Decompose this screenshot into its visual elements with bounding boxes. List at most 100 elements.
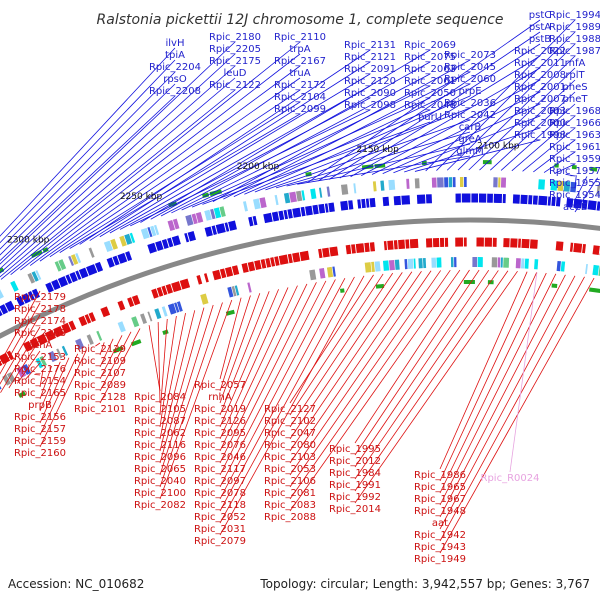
reverse-gene-label: Rpic_2174 <box>14 316 66 327</box>
kbp-tick-label: 2300 kbp <box>7 235 50 245</box>
forward-gene-label: Rpic_2091 <box>344 64 396 75</box>
forward-gene-label: Rpic_1959 <box>549 154 600 165</box>
reverse-gene-label: Rpic_2053 <box>264 464 316 475</box>
reverse-gene-block-44 <box>196 274 203 285</box>
cog-block-inner-28 <box>61 345 69 356</box>
reverse-gene-block-40 <box>165 283 173 294</box>
reverse-leader-line <box>157 322 161 404</box>
forward-gene-label: Rpic_1966 <box>549 118 600 129</box>
forward-gene-label: Rpic_1998 <box>514 130 566 141</box>
forward-leader-line <box>500 103 576 171</box>
reverse-gene-block-71 <box>355 243 365 254</box>
forward-gene-block-49 <box>204 226 213 237</box>
forward-gene-label: pheT <box>563 94 589 105</box>
reverse-leader-line <box>99 342 105 356</box>
reverse-leader-line <box>219 276 355 524</box>
reverse-gene-label: acnA <box>28 340 53 351</box>
cog-block-inner-57 <box>176 301 183 312</box>
cog-block-outer-70 <box>219 206 226 217</box>
cog-block-outer-28 <box>31 271 39 282</box>
reverse-gene-label: Rpic_1965 <box>414 482 466 493</box>
reverse-gene-block-60 <box>278 254 289 265</box>
reverse-leader-line <box>39 365 52 400</box>
forward-leader-line <box>181 97 431 211</box>
cog-block-outer-48 <box>119 235 127 247</box>
reverse-gene-block-69 <box>345 244 352 255</box>
forward-gene-label: Rpic_2104 <box>274 92 326 103</box>
reverse-gene-block-48 <box>212 269 222 281</box>
forward-gene-block-50 <box>211 225 217 235</box>
reverse-gene-label: Rpic_2078 <box>194 488 246 499</box>
cog-block-inner-24 <box>48 350 58 363</box>
reverse-leader-line <box>25 362 41 380</box>
forward-leader-line <box>89 61 371 241</box>
forward-leader-line <box>275 131 471 189</box>
forward-leader-line <box>522 127 576 172</box>
reverse-gene-label: Rpic_2168 <box>14 328 66 339</box>
forward-leader-line <box>511 115 576 172</box>
reverse-gene-label: Rpic_2176 <box>14 364 66 375</box>
forward-gene-label: Rpic_2180 <box>209 32 261 43</box>
forward-leader-line <box>350 67 541 178</box>
cog-block-outer-56 <box>153 224 160 236</box>
reverse-gene-label: Rpic_2084 <box>134 392 186 403</box>
forward-gene-label: Rpic_1961 <box>549 142 600 153</box>
reverse-gene-block-63 <box>299 250 310 262</box>
reverse-gene-block-19 <box>44 329 57 342</box>
forward-leader-line <box>554 163 576 174</box>
forward-gene-label: Rpic_2208 <box>149 86 201 97</box>
forward-gene-block-39 <box>147 242 157 254</box>
forward-gene-label: truA <box>289 68 310 79</box>
forward-leader-line <box>140 49 431 223</box>
forward-gene-block-102 <box>538 195 548 206</box>
reverse-gene-block-51 <box>231 265 240 276</box>
reverse-gene-block-61 <box>287 253 293 264</box>
forward-gene-label: Rpic_1957 <box>549 166 600 177</box>
forward-leader-line <box>254 107 471 193</box>
reverse-leader-line <box>219 297 242 380</box>
forward-gene-block-65 <box>300 206 306 217</box>
forward-gene-block-30 <box>86 264 98 276</box>
reverse-gene-label: Rpic_2107 <box>74 368 126 379</box>
reverse-leader-line <box>219 285 298 452</box>
reverse-leader-line <box>0 302 41 375</box>
forward-leader-line <box>490 91 576 171</box>
reverse-gene-label: Rpic_2065 <box>134 464 186 475</box>
forward-leader-line <box>79 49 371 245</box>
forward-gene-label: leuD <box>224 68 247 79</box>
forward-leader-line <box>404 127 541 173</box>
reverse-leader-line <box>159 302 223 488</box>
reverse-gene-label: Rpic_2156 <box>14 412 66 423</box>
cog-block-outer-47 <box>115 237 122 248</box>
forward-gene-label: Rpic_2098 <box>344 100 396 111</box>
reverse-leader-line <box>354 269 480 456</box>
reverse-leader-line <box>439 274 566 518</box>
forward-leader-line <box>0 71 176 250</box>
reverse-gene-label: Rpic_2062 <box>134 428 186 439</box>
forward-gene-block-23 <box>45 282 54 293</box>
cog-block-inner-88 <box>309 269 317 281</box>
cog-block-outer-20 <box>0 289 4 299</box>
reverse-leader-line <box>99 338 114 368</box>
forward-gene-block-110 <box>587 200 597 211</box>
reverse-leader-line <box>439 277 595 554</box>
forward-gene-label: Rpic_1987 <box>549 46 600 57</box>
forward-gene-label: Rpic_2003 <box>514 106 566 117</box>
rna-mark-inner-46 <box>339 288 345 293</box>
cog-block-outer-65 <box>195 212 204 223</box>
forward-gene-label: Rpic_2172 <box>274 80 326 91</box>
reverse-leader-line <box>95 342 101 347</box>
forward-gene-block-15 <box>4 300 15 312</box>
feature-arcs <box>0 160 600 398</box>
forward-leader-line <box>223 71 471 200</box>
reverse-leader-line <box>219 279 336 500</box>
cog-block-outer-38 <box>70 254 79 265</box>
forward-gene-block-13 <box>0 309 3 317</box>
cog-block-inner-45 <box>131 316 140 328</box>
forward-gene-label: rnfA <box>565 58 586 69</box>
reverse-gene-label: Rpic_2117 <box>194 464 246 475</box>
reverse-gene-block-46 <box>203 273 209 283</box>
reverse-leader-line <box>439 272 547 494</box>
forward-gene-block-52 <box>224 222 230 232</box>
forward-gene-block-35 <box>117 252 128 264</box>
